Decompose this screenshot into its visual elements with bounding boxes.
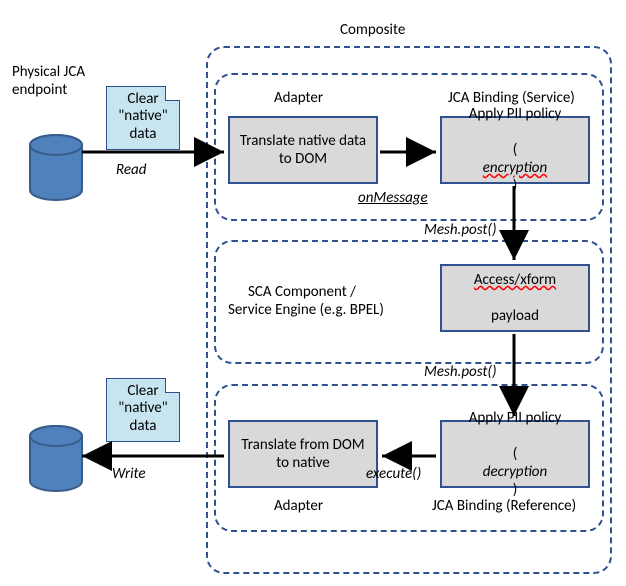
box-apply-decryption-label: Apply PII policy (decryption): [469, 409, 562, 499]
box-translate-from-dom-label: Translate from DOM to native: [234, 436, 372, 472]
label-physical-jca-1: Physical JCA: [12, 64, 85, 81]
box-translate-to-dom: Translate native data to DOM: [228, 116, 378, 184]
box-apply-encryption: Apply PII policy (encryption): [440, 116, 590, 184]
cylinder-icon-top: [30, 135, 82, 200]
label-composite: Composite: [340, 22, 405, 39]
diagram-stage: Translate native data to DOM Apply PII p…: [0, 0, 626, 586]
label-adapter-top: Adapter: [274, 90, 323, 107]
label-jca-service: JCA Binding (Service): [448, 90, 575, 107]
box-translate-from-dom: Translate from DOM to native: [228, 420, 378, 488]
note-clear-data-top: Clear "native" data: [106, 86, 180, 150]
box-apply-encryption-label: Apply PII policy (encryption): [469, 105, 562, 195]
label-read: Read: [116, 162, 146, 179]
box-translate-to-dom-label: Translate native data to DOM: [234, 132, 372, 168]
label-meshpost-1: Mesh.post(): [424, 222, 497, 239]
label-execute: execute(): [366, 466, 421, 483]
label-adapter-bottom: Adapter: [274, 498, 323, 515]
label-meshpost-2: Mesh.post(): [424, 364, 497, 381]
label-jca-reference: JCA Binding (Reference): [432, 498, 576, 515]
cylinder-icon-bottom: [30, 426, 82, 491]
label-write: Write: [112, 466, 146, 483]
note-clear-data-bottom: Clear "native" data: [106, 378, 180, 442]
label-physical-jca-2: endpoint: [12, 82, 67, 99]
label-sca-2: Service Engine (e.g. BPEL): [228, 302, 384, 319]
label-sca-1: SCA Component /: [248, 284, 356, 301]
label-onmessage: onMessage: [358, 190, 428, 207]
box-access-xform: Access/xformpayload: [440, 264, 590, 332]
box-access-xform-label: Access/xformpayload: [474, 271, 556, 325]
box-apply-decryption: Apply PII policy (decryption): [440, 420, 590, 488]
